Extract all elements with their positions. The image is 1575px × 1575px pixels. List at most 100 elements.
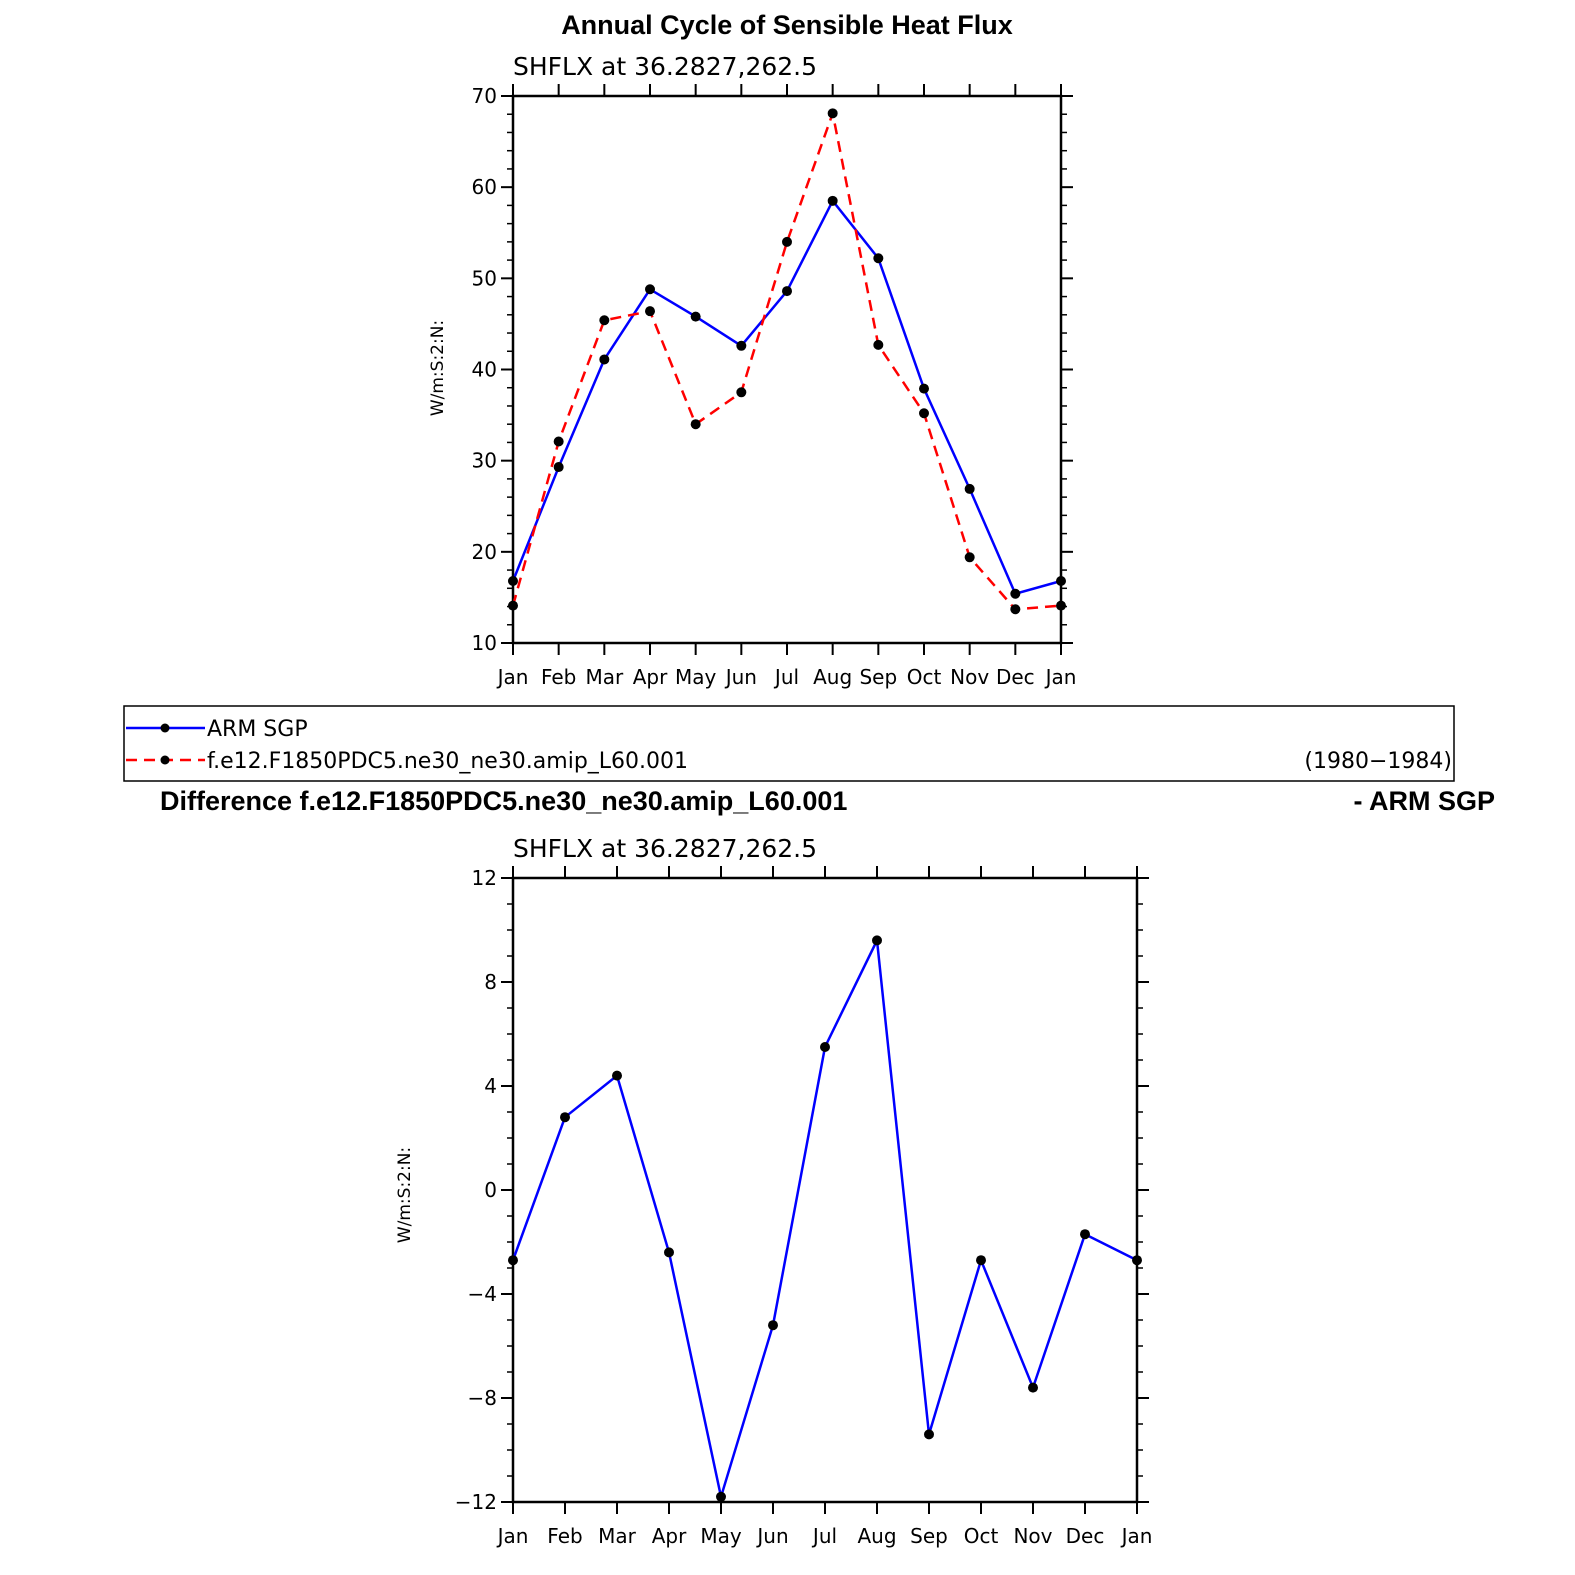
chart1-ytick-label: 40 [472,358,497,382]
legend-label-model: f.e12.F1850PDC5.ne30_ne30.amip_L60.001 [207,749,688,774]
chart1-xtick-label: Jul [773,665,799,689]
chart2-ytick-label: −12 [455,1490,497,1514]
chart1-series-0-point [964,483,975,494]
chart2-ytick-label: 4 [484,1074,497,1098]
chart2-series-0-point [872,935,882,946]
chart2-xtick-label: Oct [964,1524,999,1548]
chart1-xtick-label: Mar [585,665,624,689]
chart2-series-0-point [612,1070,622,1081]
legend-period: (1980−1984) [1304,749,1452,774]
chart1-xtick-label: Dec [996,665,1035,689]
chart2-ylabel: W/m:S:2:N: [395,1147,415,1243]
chart1-series-0-point [645,284,655,295]
chart2-series-0-point [976,1255,986,1266]
chart1-series-1-point [1056,600,1066,611]
chart1-axes: 10 20 30 40 50 60 70 Jan Feb Mar Apr May Jun Jul Aug Se… [472,84,1077,689]
chart1-series-0-point [1010,588,1021,599]
legend-label-arm: ARM SGP [207,717,308,742]
chart2-title-right: - ARM SGP [1354,786,1496,816]
legend-marker-model [160,755,170,765]
chart2-xtick-label: Sep [910,1524,948,1548]
chart1-ytick-label: 30 [472,449,497,473]
chart1-series-1-line [511,108,1062,611]
chart2-ytick-label: −8 [468,1386,497,1410]
chart1-ytick-label: 70 [472,84,497,108]
chart1-series-1-point [827,108,838,119]
chart1-series-1-point [873,339,884,350]
chart1-xtick-label: Nov [950,665,989,689]
chart1-frame [511,94,1063,645]
chart2-ytick-label: −4 [468,1282,497,1306]
chart1-series-1-point [690,419,701,430]
chart2-series-0-point [664,1247,674,1258]
chart2-xtick-label: Apr [652,1524,687,1548]
chart1-series-1-point [782,236,792,247]
chart1-series-0-point [553,462,564,473]
chart1-xtick-label: Apr [633,665,668,689]
legend-marker-arm [160,723,170,733]
chart2-axes: −12 −8 −4 0 4 8 12 Jan Feb Mar Apr May Jun Jul Aug Sep O… [455,866,1153,1548]
chart1-series-1-point [964,552,975,563]
chart1-series-0-point [782,286,792,297]
chart2-series-0-point [508,1255,518,1266]
chart1-series-0-point [919,383,929,394]
chart2-xtick-label: May [700,1524,742,1548]
chart1-xtick-label: Jun [724,665,757,689]
chart1-xtick-label: Aug [813,665,852,689]
chart1-ytick-label: 20 [472,540,497,564]
chart2-ytick-label: 12 [472,866,497,890]
chart2-xtick-label: Feb [547,1524,582,1548]
chart2-series-0-point [716,1491,726,1502]
chart1-series-0-point [508,576,518,587]
chart1-series-0-point [690,311,701,322]
chart1-title: Annual Cycle of Sensible Heat Flux [561,10,1013,40]
chart2-xtick-label: Jul [811,1524,837,1548]
chart2-frame [511,876,1139,1504]
chart1-ytick-label: 10 [472,631,497,655]
chart1-series-1-point [508,600,518,611]
chart1-series-0-point [827,195,838,206]
chart1-xtick-label: Sep [859,665,897,689]
chart2-xtick-label: Dec [1066,1524,1105,1548]
chart2-xtick-label: Jun [755,1524,788,1548]
chart1-series-1-point [736,387,747,398]
chart1-series-0-line [511,198,1062,596]
chart1-series-0-point [873,253,884,264]
chart1-series-1-point [1010,604,1021,615]
chart1-ytick-label: 60 [472,175,497,199]
chart2-series-0-point [560,1112,570,1123]
chart1-series-1-point [599,315,610,326]
chart1-subtitle: SHFLX at 36.2827,262.5 [513,52,817,81]
chart1-xtick-label: Jan [1044,665,1077,689]
chart1-xtick-label: Oct [907,665,942,689]
chart1-xtick-label: May [675,665,717,689]
chart2-title-left: Difference f.e12.F1850PDC5.ne30_ne30.ami… [160,786,847,816]
chart2-series-0-line [511,935,1138,1498]
chart1-xtick-label: Jan [496,665,529,689]
chart1-ytick-label: 50 [472,266,497,290]
chart2-series-0-point [1028,1382,1038,1393]
legend: ARM SGP f.e12.F1850PDC5.ne30_ne30.amip_L… [123,705,1455,782]
chart2-series-0-point [1080,1229,1090,1240]
chart2-xtick-label: Jan [496,1524,529,1548]
chart2-xtick-label: Nov [1013,1524,1052,1548]
chart2-ytick-label: 8 [484,970,497,994]
chart1-xtick-label: Feb [541,665,576,689]
chart1-series-0-point [1056,576,1066,587]
chart2-xtick-label: Jan [1120,1524,1153,1548]
chart2-ytick-label: 0 [484,1178,497,1202]
chart2-series-0-point [768,1320,778,1331]
chart1-series-1-point [919,408,929,419]
chart1-series-0-point [736,340,747,351]
chart1-series [508,108,1066,615]
chart1-series-0-point [599,354,610,365]
chart2-xtick-label: Aug [857,1524,896,1548]
chart1-series-1-point [553,436,564,447]
chart1-series-1-point [645,306,655,317]
legend-box [123,705,1455,782]
chart2-series [508,935,1142,1502]
chart2-series-0-point [820,1042,830,1052]
chart2-subtitle: SHFLX at 36.2827,262.5 [513,834,817,863]
chart2-series-0-point [1132,1255,1142,1266]
